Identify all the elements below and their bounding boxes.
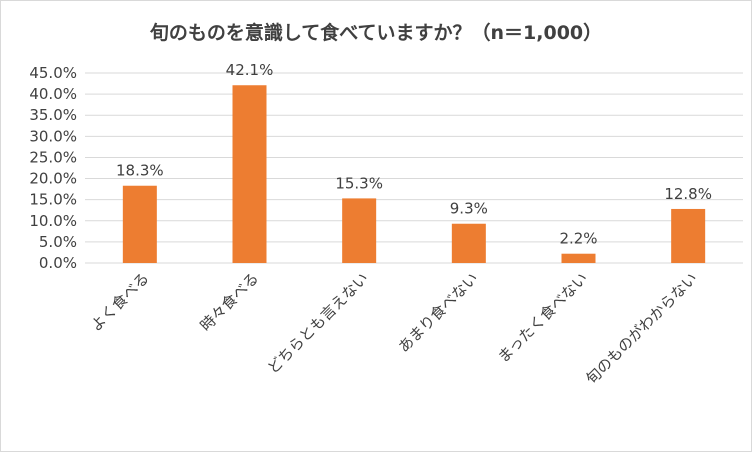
bar: [561, 253, 596, 263]
y-axis-ticks: 0.0% 5.0% 10.0% 15.0% 20.0% 25.0% 30.0% 35.0% 40…: [29, 64, 77, 272]
y-tick-label: 15.0%: [29, 191, 77, 209]
bar: [342, 198, 377, 263]
y-tick-label: 40.0%: [29, 85, 77, 103]
bar: [451, 223, 486, 263]
gridlines: [85, 72, 743, 264]
y-tick-label: 20.0%: [29, 170, 77, 188]
y-tick-label: 5.0%: [39, 233, 77, 251]
bars: [122, 85, 706, 263]
data-label: 12.8%: [664, 185, 712, 203]
chart-title: 旬のものを意識して食べていますか？（n＝1,000）: [150, 21, 602, 44]
y-tick-label: 30.0%: [29, 127, 77, 145]
y-tick-label: 35.0%: [29, 106, 77, 124]
bar: [671, 208, 706, 263]
y-tick-label: 0.0%: [39, 254, 77, 272]
category-label: 旬のものがわからない: [582, 269, 701, 388]
category-label: よく食べる: [87, 269, 153, 335]
category-labels: よく食べる 時々食べる どちらとも言えない あまり食べない まったく食べない旬のものがわ…: [87, 269, 701, 388]
data-labels: 18.3% 42.1% 15.3% 9.3% 2.2% 12.8%: [116, 61, 712, 247]
bar: [232, 85, 267, 263]
bar: [122, 185, 157, 263]
data-label: 18.3%: [116, 162, 164, 180]
y-tick-label: 45.0%: [29, 64, 77, 82]
category-label: まったく食べない: [494, 269, 591, 366]
data-label: 2.2%: [559, 230, 597, 248]
data-label: 15.3%: [335, 174, 383, 192]
y-tick-label: 10.0%: [29, 212, 77, 230]
data-label: 9.3%: [450, 200, 488, 218]
category-label: あまり食べない: [395, 269, 482, 356]
data-label: 42.1%: [226, 61, 274, 79]
y-tick-label: 25.0%: [29, 148, 77, 166]
category-label: 時々食べる: [197, 269, 263, 335]
category-label: どちらとも言えない: [264, 269, 372, 377]
